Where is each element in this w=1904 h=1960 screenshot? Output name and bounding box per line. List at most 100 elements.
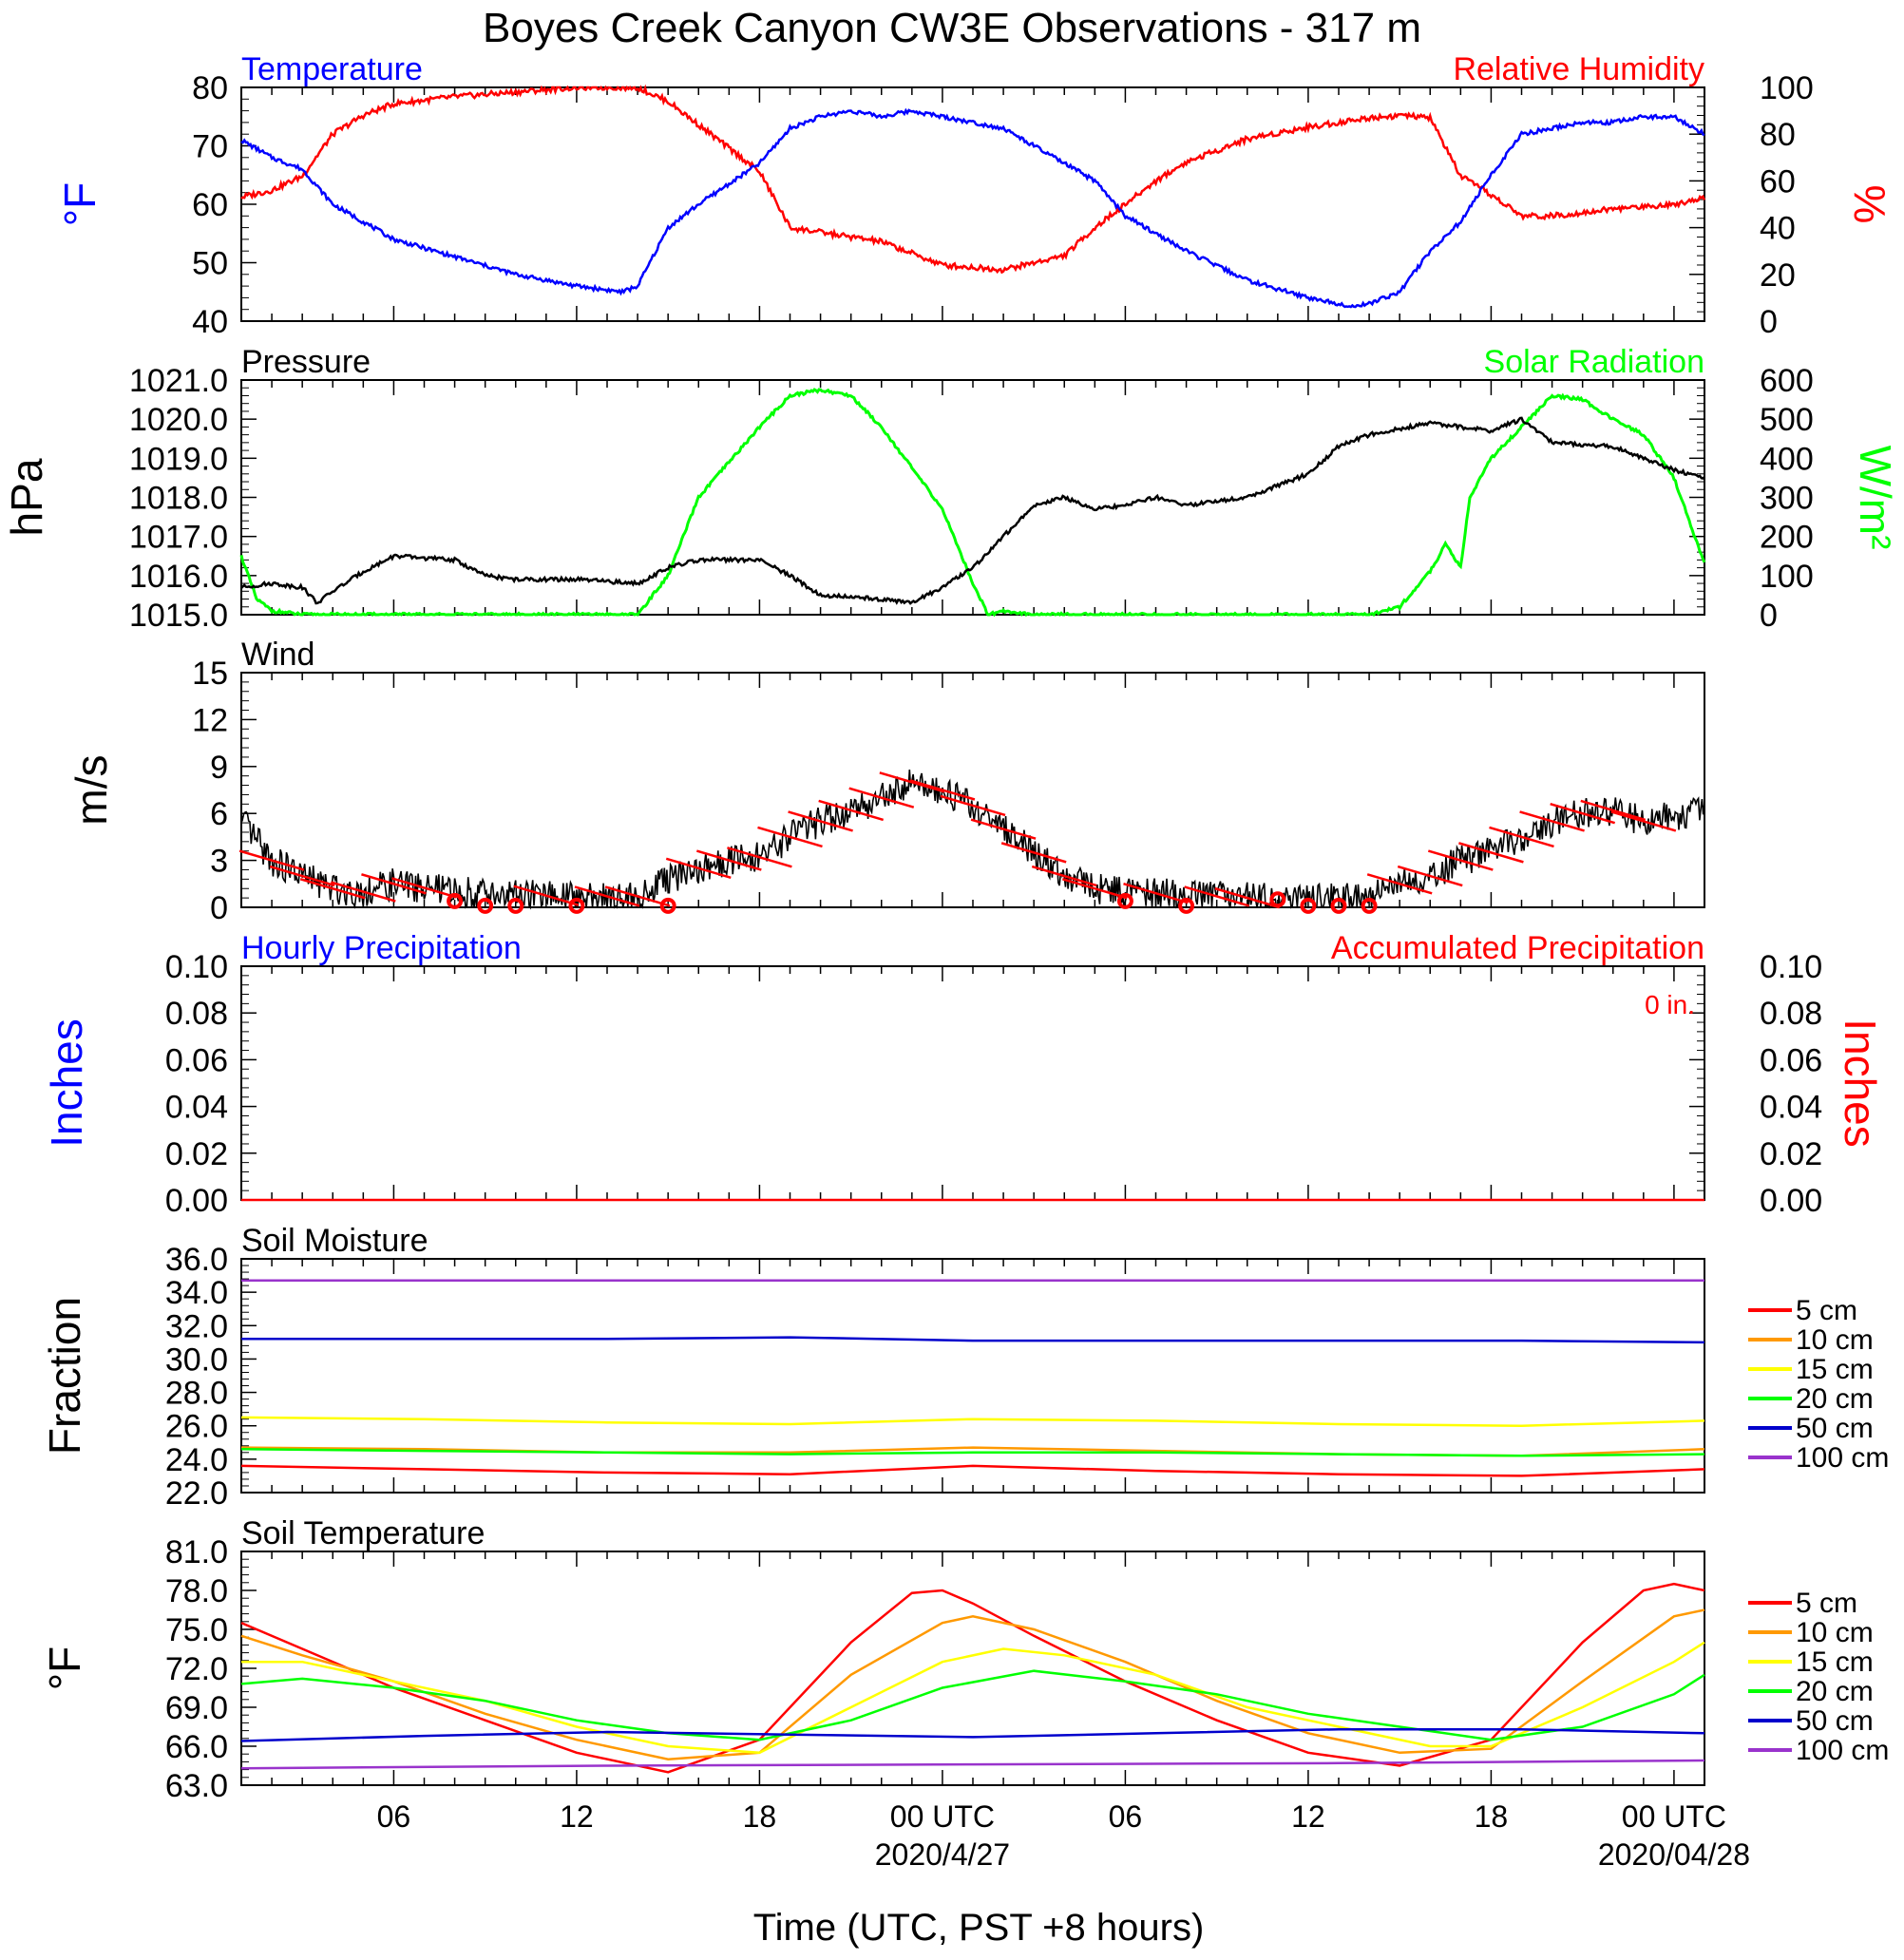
figure-title: Boyes Creek Canyon CW3E Observations - 3… — [483, 5, 1421, 51]
pressure-left-tick-label: 1015.0 — [129, 598, 228, 634]
precip-left-title: Hourly Precipitation — [241, 930, 522, 966]
wind-left-tick-label: 15 — [192, 656, 228, 692]
wind-speed-line — [240, 770, 1705, 910]
soil-moisture-legend-label: 15 cm — [1796, 1354, 1874, 1385]
pressure-left-tick-label: 1018.0 — [129, 481, 228, 517]
wind-barb — [1000, 842, 1067, 864]
pressure-right-unit-label: W/m² — [1851, 446, 1900, 550]
soil-temp-legend-label: 15 cm — [1796, 1646, 1874, 1678]
soil-moisture-line-5cm — [240, 1464, 1705, 1477]
pressure-left-unit-label: hPa — [2, 458, 51, 536]
wind-barb — [1550, 803, 1616, 825]
temp-right-tick-label: 20 — [1760, 257, 1796, 294]
precip-left-tick-label: 0.04 — [165, 1090, 228, 1126]
wind-barb — [909, 779, 976, 801]
soil-moisture-left-tick-label: 22.0 — [165, 1475, 228, 1512]
wind-barb — [330, 881, 396, 903]
x-tick-label: 18 — [743, 1799, 777, 1834]
pressure-line — [240, 416, 1705, 605]
calm-wind-marker — [1330, 897, 1347, 914]
temperature-line — [240, 107, 1705, 309]
x-tick-label: 06 — [377, 1799, 411, 1834]
temp-left-unit-label: °F — [55, 182, 105, 227]
pressure-left-tick-label: 1021.0 — [129, 363, 228, 399]
temp-right-tick-label: 60 — [1760, 163, 1796, 200]
temp-right-tick-label: 100 — [1760, 70, 1814, 106]
soil-moisture-left-tick-label: 34.0 — [165, 1275, 228, 1311]
wind-barb — [1184, 885, 1250, 907]
soil-moisture-legend-label: 50 cm — [1796, 1413, 1874, 1444]
wind-barb — [238, 849, 305, 871]
humidity-line — [240, 84, 1706, 275]
wind-left-unit-label: m/s — [67, 754, 116, 825]
wind-barb — [1580, 799, 1647, 822]
calm-wind-marker — [507, 897, 524, 914]
precip-left-tick-label: 0.08 — [165, 996, 228, 1032]
x-tick-label: 00 UTC — [1622, 1799, 1726, 1834]
wind-left-title: Wind — [241, 637, 314, 673]
soil-moisture-legend-label: 100 cm — [1796, 1442, 1889, 1474]
precip-right-tick-label: 0.04 — [1760, 1090, 1822, 1126]
temp-left-tick-label: 50 — [192, 246, 228, 282]
soil-temp-left-tick-label: 78.0 — [165, 1573, 228, 1609]
wind-barb — [361, 873, 427, 895]
pressure-left-tick-label: 1017.0 — [129, 520, 228, 556]
temp-right-tick-label: 40 — [1760, 211, 1796, 247]
soil-moisture-left-tick-label: 24.0 — [165, 1442, 228, 1478]
soil-temp-line-5cm — [240, 1582, 1705, 1774]
temp-left-tick-label: 40 — [192, 304, 228, 340]
precip-left-tick-label: 0.06 — [165, 1042, 228, 1078]
wind-left-tick-label: 9 — [210, 750, 228, 786]
soil-temp-legend-label: 10 cm — [1796, 1617, 1874, 1648]
temp-right-unit-label: % — [1845, 185, 1894, 224]
wind-barb — [665, 857, 732, 880]
wind-barb — [757, 826, 823, 848]
soil-moisture-left-tick-label: 32.0 — [165, 1308, 228, 1344]
temp-left-title: Temperature — [241, 51, 423, 87]
soil-temp-legend-label: 20 cm — [1796, 1676, 1874, 1707]
pressure-left-tick-label: 1016.0 — [129, 559, 228, 595]
soil-temp-left-tick-label: 69.0 — [165, 1690, 228, 1726]
soil-moisture-legend-label: 5 cm — [1796, 1295, 1857, 1326]
soil-temp-line-10cm — [240, 1608, 1705, 1760]
wind-left-tick-label: 0 — [210, 890, 228, 926]
pressure-right-tick-label: 0 — [1760, 598, 1778, 634]
wind-barb — [970, 818, 1037, 840]
wind-barb — [1031, 865, 1097, 887]
pressure-right-tick-label: 100 — [1760, 559, 1814, 595]
wind-barb — [1366, 873, 1433, 895]
wind-barb — [269, 865, 335, 887]
wind-barb — [1519, 810, 1585, 832]
pressure-right-title: Solar Radiation — [1484, 344, 1704, 380]
calm-wind-marker — [1361, 897, 1378, 914]
wind-barb — [299, 878, 366, 900]
pressure-left-tick-label: 1020.0 — [129, 402, 228, 438]
wind-barb — [1123, 882, 1189, 904]
soil-temp-left-tick-label: 72.0 — [165, 1651, 228, 1687]
pressure-right-tick-label: 400 — [1760, 441, 1814, 477]
soil-moisture-left-tick-label: 28.0 — [165, 1376, 228, 1412]
precip-right-tick-label: 0.06 — [1760, 1042, 1822, 1078]
wind-barb — [513, 885, 580, 906]
precip-right-tick-label: 0.00 — [1760, 1183, 1822, 1219]
soil-moisture-left-title: Soil Moisture — [241, 1223, 428, 1259]
wind-barb — [604, 885, 671, 907]
temp-right-tick-label: 80 — [1760, 117, 1796, 153]
pressure-left-tick-label: 1019.0 — [129, 441, 228, 477]
solar-radiation-line — [239, 388, 1706, 618]
wind-barb — [848, 787, 915, 809]
wind-barb — [788, 810, 853, 832]
soil-moisture-line-50cm — [241, 1336, 1705, 1344]
soil-temp-left-tick-label: 81.0 — [165, 1534, 228, 1570]
temp-right-tick-label: 0 — [1760, 304, 1778, 340]
soil-temp-line-20cm — [240, 1669, 1705, 1741]
soil-temp-left-tick-label: 63.0 — [165, 1768, 228, 1804]
soil-moisture-line-20cm — [240, 1448, 1705, 1457]
soil-moisture-legend-label: 10 cm — [1796, 1324, 1874, 1356]
wind-barb — [818, 799, 885, 822]
calm-wind-marker — [447, 892, 464, 909]
wind-barb — [1397, 865, 1463, 887]
soil-temp-left-title: Soil Temperature — [241, 1515, 485, 1551]
